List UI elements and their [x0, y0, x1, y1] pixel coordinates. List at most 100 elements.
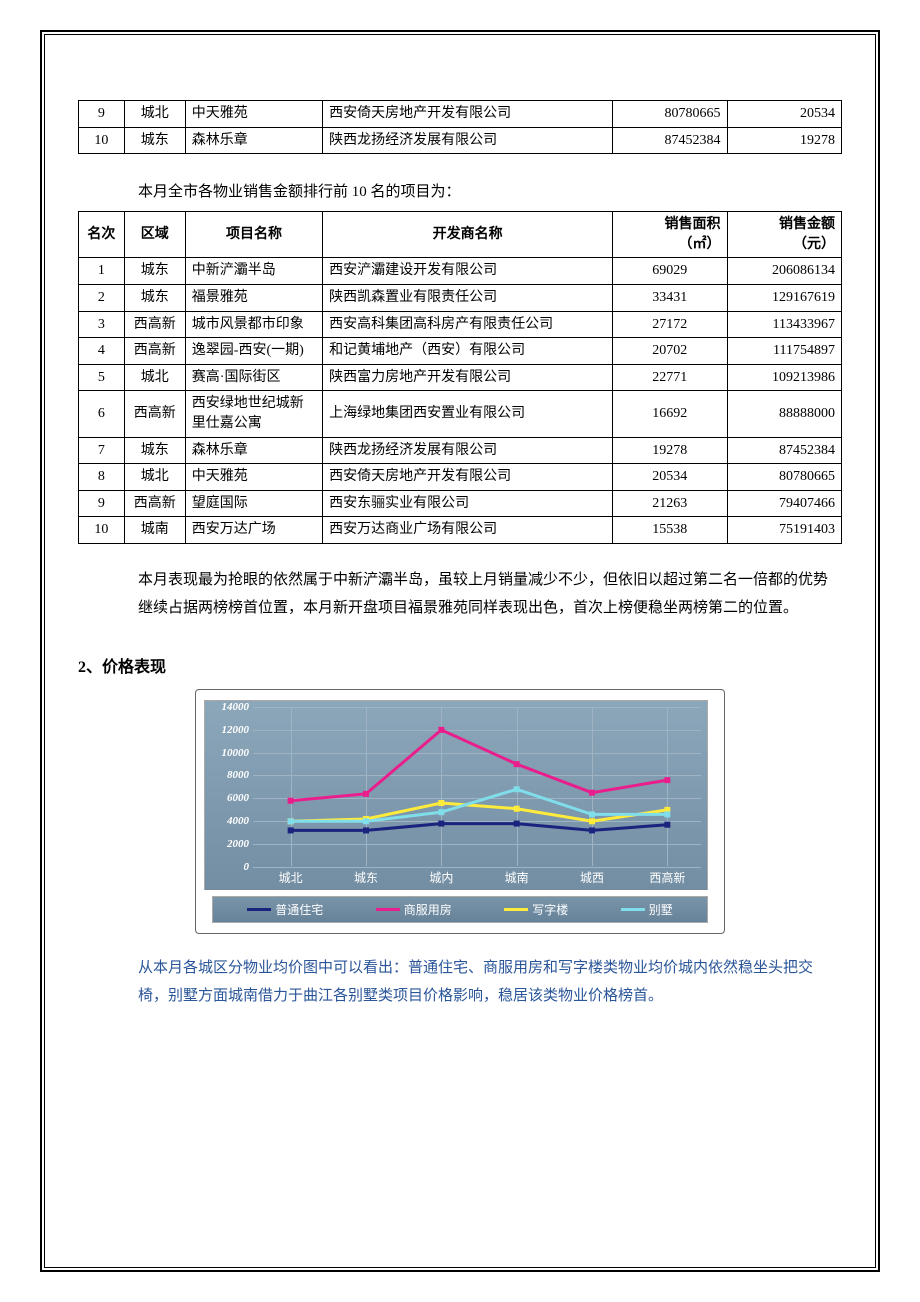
cell-area: 19278: [613, 437, 727, 464]
legend-item: 商服用房: [376, 901, 452, 918]
cell-region: 城东: [124, 284, 185, 311]
cell-area: 69029: [613, 258, 727, 285]
cell-developer: 西安高科集团高科房产有限责任公司: [323, 311, 613, 338]
th-area-label: 销售面积: [619, 215, 720, 235]
legend-item: 别墅: [621, 901, 673, 918]
chart-series-line: [291, 823, 668, 830]
cell-area: 27172: [613, 311, 727, 338]
chart-series-marker: [589, 827, 595, 833]
th-amount: 销售金额 （元）: [727, 212, 841, 258]
th-area-unit: （㎡）: [619, 235, 720, 255]
cell-amount: 206086134: [727, 258, 841, 285]
table-row: 4西高新逸翠园-西安(一期)和记黄埔地产（西安）有限公司207021117548…: [79, 338, 842, 365]
chart-series-marker: [438, 820, 444, 826]
cell-region: 城北: [124, 464, 185, 491]
cell-region: 西高新: [124, 338, 185, 365]
cell-rank: 9: [79, 490, 125, 517]
chart-container: 02000400060008000100001200014000城北城东城内城南…: [78, 689, 842, 934]
chart-series-marker: [514, 820, 520, 826]
th-area: 销售面积 （㎡）: [613, 212, 727, 258]
top-table-fragment: 9城北中天雅苑西安倚天房地产开发有限公司807806652053410城东森林乐…: [78, 100, 842, 154]
cell-amount: 75191403: [727, 517, 841, 544]
cell-developer: 西安万达商业广场有限公司: [323, 517, 613, 544]
table-row: 7城东森林乐章陕西龙扬经济发展有限公司1927887452384: [79, 437, 842, 464]
cell-region: 城北: [124, 101, 185, 128]
cell-developer: 和记黄埔地产（西安）有限公司: [323, 338, 613, 365]
cell-project: 西安绿地世纪城新里仕嘉公寓: [185, 391, 322, 437]
table-row: 9西高新望庭国际西安东骊实业有限公司2126379407466: [79, 490, 842, 517]
table-row: 1城东中新浐灞半岛西安浐灞建设开发有限公司69029206086134: [79, 258, 842, 285]
cell-v2: 20534: [727, 101, 841, 128]
chart-series-marker: [589, 790, 595, 796]
chart-lines-svg: [205, 701, 707, 890]
cell-amount: 113433967: [727, 311, 841, 338]
legend-item: 写字楼: [504, 901, 568, 918]
cell-amount: 80780665: [727, 464, 841, 491]
table-row: 8城北中天雅苑西安倚天房地产开发有限公司2053480780665: [79, 464, 842, 491]
cell-rank: 10: [79, 517, 125, 544]
th-rank: 名次: [79, 212, 125, 258]
cell-project: 森林乐章: [185, 127, 322, 154]
table-row: 3西高新城市风景都市印象西安高科集团高科房产有限责任公司271721134339…: [79, 311, 842, 338]
cell-region: 城东: [124, 437, 185, 464]
chart-series-marker: [438, 727, 444, 733]
cell-area: 22771: [613, 364, 727, 391]
cell-rank: 3: [79, 311, 125, 338]
legend-label: 别墅: [649, 901, 673, 918]
legend-label: 商服用房: [404, 901, 452, 918]
cell-area: 33431: [613, 284, 727, 311]
cell-region: 城北: [124, 364, 185, 391]
legend-label: 写字楼: [532, 901, 568, 918]
cell-rank: 6: [79, 391, 125, 437]
cell-developer: 西安倚天房地产开发有限公司: [323, 464, 613, 491]
legend-swatch: [376, 908, 400, 911]
cell-project: 赛高·国际街区: [185, 364, 322, 391]
cell-region: 城东: [124, 258, 185, 285]
cell-v1: 87452384: [613, 127, 727, 154]
cell-region: 城南: [124, 517, 185, 544]
legend-swatch: [504, 908, 528, 911]
legend-swatch: [621, 908, 645, 911]
table-row: 9城北中天雅苑西安倚天房地产开发有限公司8078066520534: [79, 101, 842, 128]
paragraph-1: 本月表现最为抢眼的依然属于中新浐灞半岛，虽较上月销量减少不少，但依旧以超过第二名…: [138, 566, 842, 623]
cell-amount: 129167619: [727, 284, 841, 311]
cell-area: 16692: [613, 391, 727, 437]
table-row: 5城北赛高·国际街区陕西富力房地产开发有限公司22771109213986: [79, 364, 842, 391]
chart-series-marker: [664, 822, 670, 828]
cell-project: 中天雅苑: [185, 101, 322, 128]
chart-series-marker: [514, 806, 520, 812]
chart-series-marker: [363, 791, 369, 797]
cell-rank: 2: [79, 284, 125, 311]
cell-area: 20702: [613, 338, 727, 365]
section-heading-price: 2、价格表现: [78, 653, 842, 677]
table-row: 6西高新西安绿地世纪城新里仕嘉公寓上海绿地集团西安置业有限公司166928888…: [79, 391, 842, 437]
chart-series-marker: [589, 811, 595, 817]
cell-rank: 4: [79, 338, 125, 365]
analysis-paragraph: 从本月各城区分物业均价图中可以看出：普通住宅、商服用房和写字楼类物业均价城内依然…: [138, 954, 842, 1011]
cell-developer: 陕西龙扬经济发展有限公司: [323, 127, 613, 154]
cell-project: 逸翠园-西安(一期): [185, 338, 322, 365]
th-region: 区域: [124, 212, 185, 258]
cell-rank: 8: [79, 464, 125, 491]
page-content: 9城北中天雅苑西安倚天房地产开发有限公司807806652053410城东森林乐…: [78, 100, 842, 1011]
cell-developer: 陕西龙扬经济发展有限公司: [323, 437, 613, 464]
chart-series-marker: [288, 827, 294, 833]
cell-project: 中天雅苑: [185, 464, 322, 491]
cell-project: 森林乐章: [185, 437, 322, 464]
table-row: 10城东森林乐章陕西龙扬经济发展有限公司8745238419278: [79, 127, 842, 154]
cell-region: 城东: [124, 127, 185, 154]
cell-region: 西高新: [124, 311, 185, 338]
cell-amount: 87452384: [727, 437, 841, 464]
chart-series-marker: [514, 786, 520, 792]
cell-area: 20534: [613, 464, 727, 491]
th-amount-label: 销售金额: [734, 215, 835, 235]
cell-rank: 9: [79, 101, 125, 128]
chart-series-marker: [363, 818, 369, 824]
cell-amount: 88888000: [727, 391, 841, 437]
table-row: 10城南西安万达广场西安万达商业广场有限公司1553875191403: [79, 517, 842, 544]
chart-series-marker: [288, 818, 294, 824]
cell-project: 福景雅苑: [185, 284, 322, 311]
chart-series-marker: [664, 777, 670, 783]
cell-project: 西安万达广场: [185, 517, 322, 544]
cell-rank: 5: [79, 364, 125, 391]
